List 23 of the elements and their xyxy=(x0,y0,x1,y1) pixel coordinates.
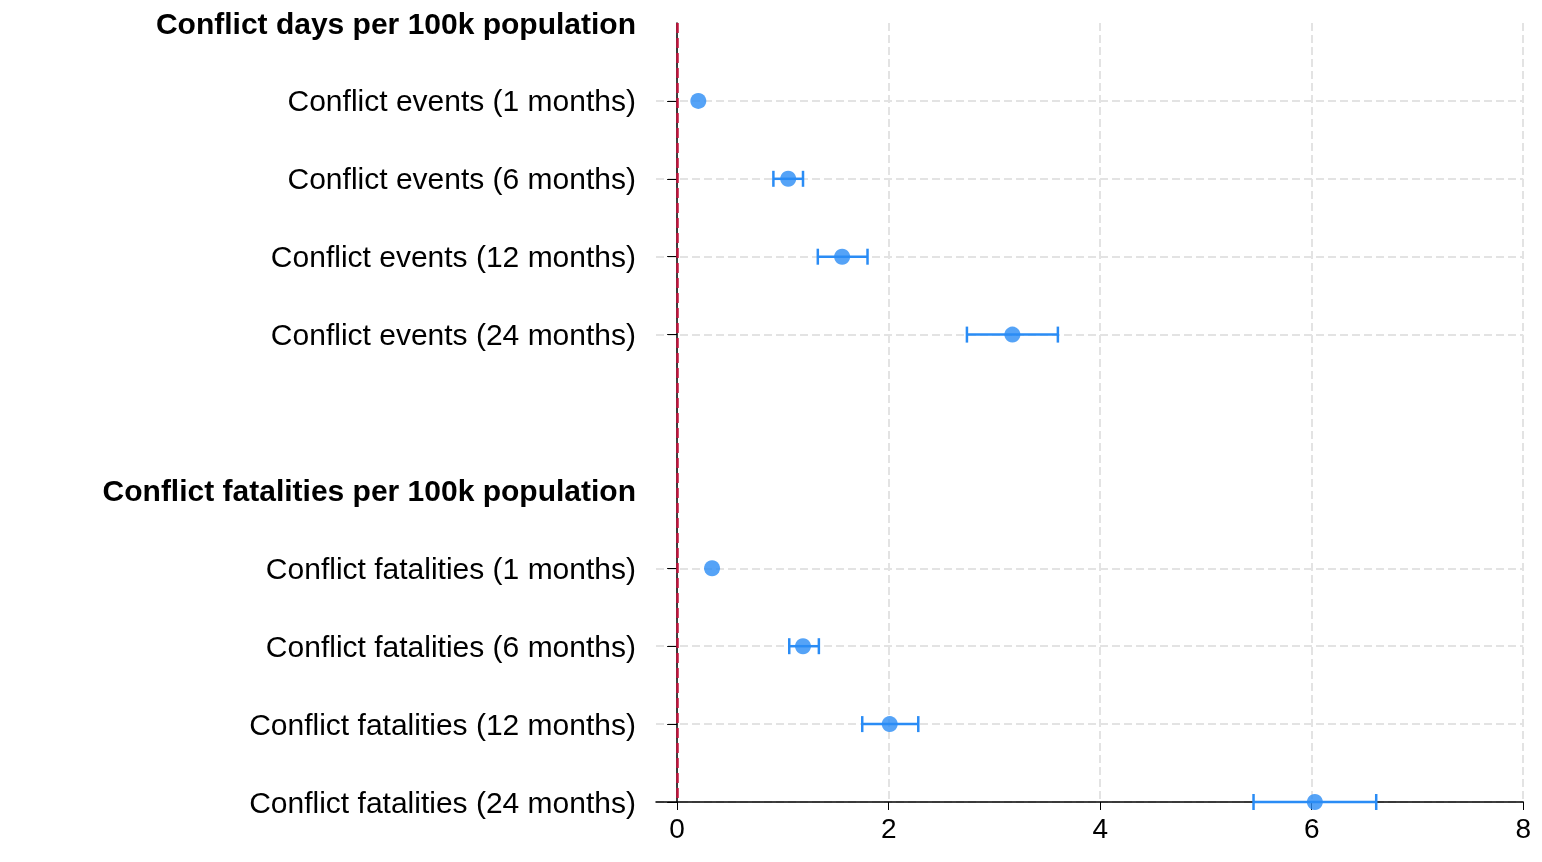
y-tick-label: Conflict events (24 months) xyxy=(270,318,636,352)
x-tick-label: 2 xyxy=(880,812,897,844)
x-tick-label: 8 xyxy=(1515,812,1531,844)
point xyxy=(780,170,797,187)
x-tick-label: 4 xyxy=(1092,812,1108,844)
y-tick-label: Conflict events (12 months) xyxy=(270,240,636,274)
y-tick-label: Conflict fatalities (24 months) xyxy=(249,785,636,819)
y-tick-label: Conflict fatalities (6 months) xyxy=(265,629,636,663)
y-tick-label: Conflict events (1 months) xyxy=(287,84,636,118)
y-tick-label: Conflict events (6 months) xyxy=(287,162,636,196)
point xyxy=(834,248,851,265)
point xyxy=(795,638,811,655)
point xyxy=(704,560,721,577)
x-tick-label: 6 xyxy=(1303,812,1320,844)
y-tick-label: Conflict fatalities (12 months) xyxy=(249,707,636,741)
point xyxy=(1306,794,1323,810)
x-tick-label: 0 xyxy=(669,812,685,844)
y-tick-label: Conflict days per 100k population xyxy=(155,6,636,40)
y-tick-label: Conflict fatalities per 100k population xyxy=(102,473,636,507)
y-tick-label: Conflict fatalities (1 months) xyxy=(265,551,636,585)
point xyxy=(881,716,898,733)
point xyxy=(1004,326,1021,343)
point xyxy=(690,92,707,109)
